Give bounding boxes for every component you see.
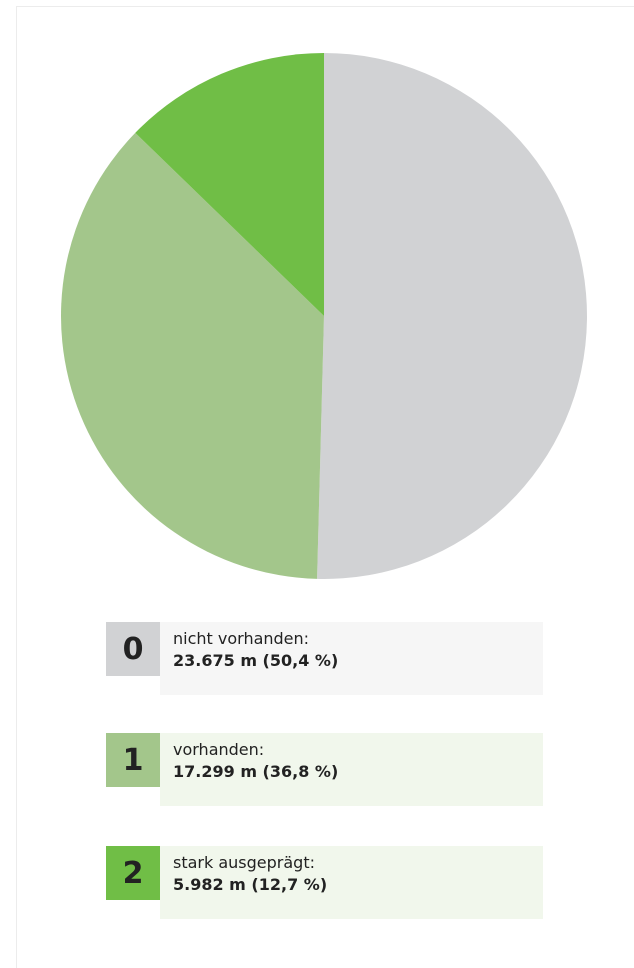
legend-text: nicht vorhanden: 23.675 m (50,4 %) (160, 622, 543, 695)
legend-label: nicht vorhanden: (173, 629, 310, 648)
legend-value: 5.982 m (12,7 %) (173, 875, 328, 894)
legend-text: stark ausgeprägt: 5.982 m (12,7 %) (160, 846, 543, 919)
legend-label: stark ausgeprägt: (173, 853, 315, 872)
legend-item: 0 nicht vorhanden: 23.675 m (50,4 %) (106, 622, 543, 695)
legend-code: 1 (106, 733, 160, 787)
legend-item: 2 stark ausgeprägt: 5.982 m (12,7 %) (106, 846, 543, 919)
legend-code: 2 (106, 846, 160, 900)
legend-text: vorhanden: 17.299 m (36,8 %) (160, 733, 543, 806)
pie-chart (60, 53, 587, 579)
legend-value: 23.675 m (50,4 %) (173, 651, 339, 670)
legend-label: vorhanden: (173, 740, 265, 759)
legend-item: 1 vorhanden: 17.299 m (36,8 %) (106, 733, 543, 806)
card (16, 6, 634, 968)
legend-code: 0 (106, 622, 160, 676)
pie-slice (317, 53, 587, 579)
legend-value: 17.299 m (36,8 %) (173, 762, 339, 781)
pie-slice (60, 132, 324, 579)
pie-slice (135, 53, 324, 316)
